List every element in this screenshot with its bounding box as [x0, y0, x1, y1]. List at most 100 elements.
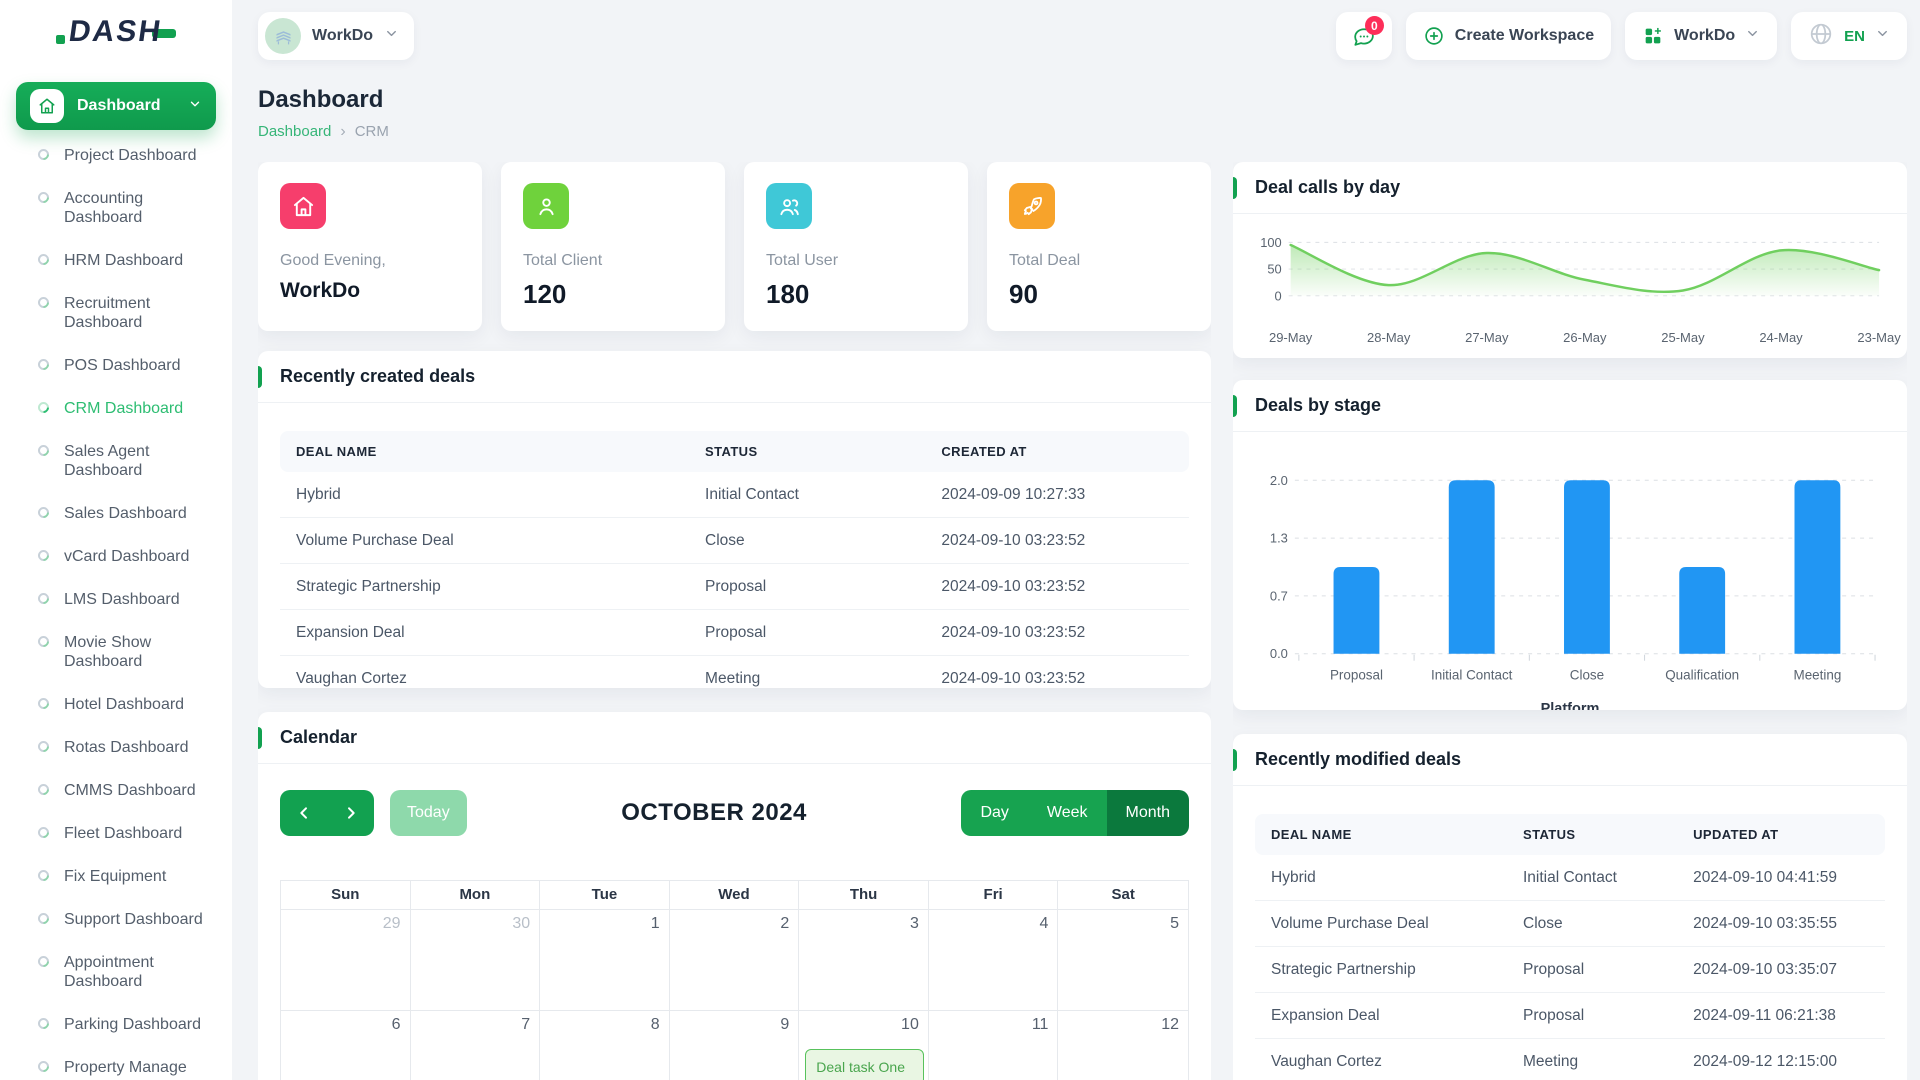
sidebar-item-parking-dashboard[interactable]: Parking Dashboard	[0, 1003, 232, 1046]
x-tick-label: 28-May	[1367, 330, 1411, 345]
bar-qualification	[1679, 567, 1726, 654]
card-head: Calendar	[258, 712, 1211, 764]
day-cell-4[interactable]: 4	[928, 909, 1059, 1010]
sidebar-item-rotas-dashboard[interactable]: Rotas Dashboard	[0, 726, 232, 769]
bar-chart-svg: 2.0 1.3 0.7 0.0 Proposal Initial Contact Close…	[1270, 473, 1876, 683]
create-workspace-button[interactable]: Create Workspace	[1405, 12, 1612, 60]
table-row: Hybrid Initial Contact 2024-09-10 04:41:59	[1255, 855, 1885, 901]
table-header-row: DEAL NAME STATUS UPDATED AT	[1255, 814, 1885, 855]
next-month-button[interactable]	[327, 790, 374, 836]
day-cell-11[interactable]: 11	[928, 1010, 1059, 1080]
day-cell-9[interactable]: 9	[669, 1010, 800, 1080]
sidebar-item-crm-dashboard[interactable]: CRM Dashboard	[0, 387, 232, 430]
sidebar-item-label: Sales Dashboard	[64, 505, 187, 522]
card-head: Recently created deals	[258, 351, 1211, 403]
column-header-updated-at: UPDATED AT	[1677, 814, 1885, 855]
column-header-deal-name: DEAL NAME	[1255, 814, 1507, 855]
language-selector[interactable]: EN	[1791, 12, 1907, 60]
calendar-event[interactable]: Deal task One	[805, 1049, 924, 1080]
sidebar-item-cmms-dashboard[interactable]: CMMS Dashboard	[0, 769, 232, 812]
svg-text:1.3: 1.3	[1270, 531, 1288, 546]
sidebar-item-sales-dashboard[interactable]: Sales Dashboard	[0, 492, 232, 535]
sidebar-item-project-dashboard[interactable]: Project Dashboard	[0, 134, 232, 177]
logo: DASH	[0, 0, 232, 64]
stat-cards: Good Evening, WorkDo Total Client 120 Total …	[258, 162, 1211, 331]
deal-calls-chart: 100 50 0 29-May 28-May 27-May 26-May 25-May 24-…	[1233, 214, 1907, 350]
circle-icon	[35, 251, 52, 268]
sidebar-item-sales-agent-dashboard[interactable]: Sales Agent Dashboard	[0, 430, 232, 492]
sidebar-item-appointment-dashboard[interactable]: Appointment Dashboard	[0, 941, 232, 1003]
workspace-chip[interactable]: WorkDo	[258, 12, 415, 60]
messages-button[interactable]: 0	[1335, 12, 1392, 60]
circle-icon	[35, 953, 52, 970]
stat-value: 180	[766, 279, 810, 309]
bar-meeting	[1794, 480, 1841, 654]
svg-text:2.0: 2.0	[1270, 473, 1288, 488]
main-area: WorkDo 0 Create Workspace WorkDo	[232, 0, 1920, 1080]
stat-card-total-user: Total User 180	[744, 162, 968, 331]
status-cell: Meeting	[689, 655, 926, 688]
sidebar-item-recruitment-dashboard[interactable]: Recruitment Dashboard	[0, 282, 232, 344]
day-cell-30[interactable]: 30	[410, 909, 541, 1010]
sidebar-item-pos-dashboard[interactable]: POS Dashboard	[0, 344, 232, 387]
day-number: 2	[780, 915, 790, 932]
circle-icon	[35, 590, 52, 607]
sidebar-item-lms-dashboard[interactable]: LMS Dashboard	[0, 578, 232, 621]
chevron-down-icon	[188, 97, 202, 116]
day-cell-10[interactable]: 10 Deal task One	[799, 1010, 929, 1080]
tab-week[interactable]: Week	[1027, 790, 1107, 836]
breadcrumb-dashboard-link[interactable]: Dashboard	[258, 123, 332, 140]
day-cell-12[interactable]: 12	[1058, 1010, 1188, 1080]
plus-circle-icon	[1425, 27, 1443, 45]
sidebar-item-property-manage[interactable]: Property Manage	[0, 1046, 232, 1080]
day-cell-7[interactable]: 7	[410, 1010, 541, 1080]
circle-icon	[35, 442, 52, 459]
calendar-week-row: 29 30 1 2 3 4 5	[281, 909, 1188, 1010]
day-cell-1[interactable]: 1	[540, 909, 670, 1010]
workspace-menu-button[interactable]: WorkDo	[1625, 12, 1778, 60]
sidebar-item-hrm-dashboard[interactable]: HRM Dashboard	[0, 239, 232, 282]
day-name-wed: Wed	[670, 881, 800, 909]
day-name-thu: Thu	[799, 881, 929, 909]
sidebar-item-accounting-dashboard[interactable]: Accounting Dashboard	[0, 177, 232, 239]
sidebar-item-vcard-dashboard[interactable]: vCard Dashboard	[0, 535, 232, 578]
table-row: Expansion Deal Proposal 2024-09-11 06:21:3…	[1255, 992, 1885, 1039]
svg-text:50: 50	[1267, 262, 1281, 277]
recently-created-deals-table: DEAL NAME STATUS CREATED AT Hybrid Initial C…	[280, 431, 1189, 688]
sidebar-item-fleet-dashboard[interactable]: Fleet Dashboard	[0, 812, 232, 855]
chevron-down-icon	[1875, 26, 1890, 46]
x-tick-label: 29-May	[1268, 330, 1313, 345]
table-header-row: DEAL NAME STATUS CREATED AT	[280, 431, 1189, 472]
card-head: Deal calls by day	[1233, 162, 1907, 214]
logo-dash-accent	[55, 34, 65, 44]
tab-day[interactable]: Day	[961, 790, 1028, 836]
workspace-avatar	[265, 18, 301, 54]
date-cell: 2024-09-09 10:27:33	[925, 472, 1189, 518]
day-name-mon: Mon	[411, 881, 541, 909]
sidebar-item-fix-equipment[interactable]: Fix Equipment	[0, 855, 232, 898]
tab-month[interactable]: Month	[1106, 790, 1189, 836]
date-cell: 2024-09-10 03:35:55	[1677, 900, 1885, 947]
sidebar-group-dashboard[interactable]: Dashboard	[16, 82, 216, 130]
today-button[interactable]: Today	[390, 790, 467, 836]
recently-modified-deals-table: DEAL NAME STATUS UPDATED AT Hybrid Initial C…	[1255, 814, 1885, 1080]
circle-icon	[35, 146, 52, 163]
sidebar-item-movie-show-dashboard[interactable]: Movie Show Dashboard	[0, 621, 232, 683]
day-cell-6[interactable]: 6	[281, 1010, 411, 1080]
sidebar-item-label: Property Manage	[64, 1059, 187, 1076]
workspace-chip-label: WorkDo	[312, 27, 374, 44]
card-head: Deals by stage	[1233, 380, 1907, 432]
day-cell-5[interactable]: 5	[1058, 909, 1188, 1010]
day-cell-8[interactable]: 8	[540, 1010, 670, 1080]
day-number: 5	[1170, 915, 1179, 932]
rocket-icon	[1009, 183, 1055, 229]
day-cell-29[interactable]: 29	[281, 909, 411, 1010]
prev-month-button[interactable]	[280, 790, 327, 836]
x-tick-label: 27-May	[1465, 330, 1509, 345]
sidebar-item-support-dashboard[interactable]: Support Dashboard	[0, 898, 232, 941]
day-cell-3[interactable]: 3	[799, 909, 929, 1010]
svg-text:0.7: 0.7	[1270, 588, 1288, 603]
sidebar-item-hotel-dashboard[interactable]: Hotel Dashboard	[0, 683, 232, 726]
messages-badge: 0	[1364, 16, 1384, 35]
day-cell-2[interactable]: 2	[669, 909, 800, 1010]
